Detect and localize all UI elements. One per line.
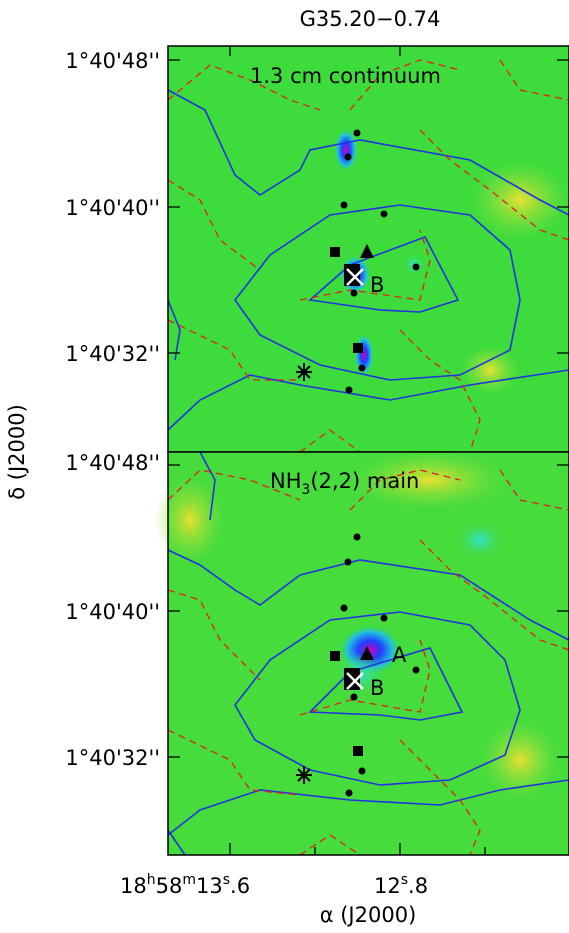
marker [358,767,366,775]
x-tick-label: 18h58m13s.6 [120,872,250,898]
marker [346,672,364,690]
panel-label: 1.3 cm continuum [250,64,441,88]
marker [380,210,388,218]
y-axis-label: δ (J2000) [5,404,29,500]
y-tick-label: 1°40'40'' [65,196,160,220]
tick-part: 18 [120,874,147,898]
emission [334,128,358,172]
annotation: B [370,676,384,700]
tick-part: .6 [230,874,250,898]
tick-part: 13 [196,874,223,898]
tick-part: .8 [408,874,428,898]
markers [296,533,420,797]
x-axis-label: α (J2000) [320,903,417,927]
marker [360,244,374,258]
panel-label-part: 3 [302,482,311,498]
marker [340,604,348,612]
panel-2: NH3(2,2) main A B [155,450,569,856]
marker [296,363,312,381]
y-tick-label: 1°40'32'' [65,746,160,770]
marker [360,646,374,660]
x-tick-label: 12s.8 [374,872,428,898]
marker [345,789,353,797]
annotation: A [392,643,407,667]
noise [350,450,510,510]
tick-part: s [401,872,408,888]
marker [353,343,363,353]
marker [350,693,358,701]
noise [460,345,520,395]
noise [155,475,225,565]
frame [167,451,569,856]
panel-label: NH3(2,2) main [270,469,419,498]
marker [344,153,352,161]
contour [167,89,569,431]
contour [167,451,569,856]
contour-dashed [167,469,569,856]
y-tick-labels: 1°40'48'' 1°40'40'' 1°40'32'' 1°40'48'' … [65,49,160,770]
tick-part: m [182,872,196,888]
marker [296,766,312,784]
tick-part: 58 [156,874,183,898]
emission [455,520,505,560]
marker [412,666,420,674]
tick-part: s [223,872,230,888]
marker [346,268,364,286]
panel-1: 1.3 cm continuum B [167,45,569,453]
marker [412,263,420,271]
marker [330,247,340,257]
noise [480,720,560,800]
y-tick-label: 1°40'40'' [65,600,160,624]
tick-part: h [147,872,156,888]
y-tick-label: 1°40'32'' [65,342,160,366]
marker [345,386,353,394]
marker [353,746,363,756]
noise [470,160,569,240]
marker [358,364,366,372]
markers [296,129,420,394]
marker [344,558,352,566]
y-tick-label: 1°40'48'' [65,49,160,73]
marker [353,533,361,541]
tick-part: 12 [374,874,401,898]
marker [353,129,361,137]
marker [330,651,340,661]
marker [340,201,348,209]
title: G35.20−0.74 [300,7,441,31]
panel-label-part: NH [270,469,302,493]
tick-marks [168,46,569,855]
panel-label-part: (2,2) main [310,469,419,493]
marker [380,614,388,622]
annotation: B [370,273,384,297]
y-tick-label: 1°40'48'' [65,451,160,475]
marker [350,289,358,297]
panel-label-part: 1.3 cm continuum [250,64,441,88]
contour-dashed [167,59,569,453]
